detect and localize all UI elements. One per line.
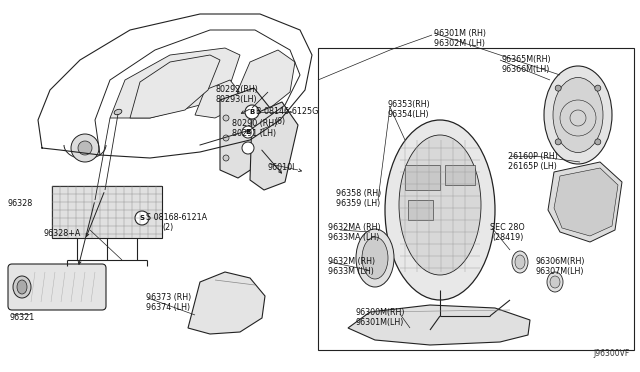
Text: 26160P (RH): 26160P (RH) [508, 152, 558, 161]
Ellipse shape [13, 276, 31, 298]
FancyBboxPatch shape [8, 264, 106, 310]
Polygon shape [554, 168, 618, 236]
Text: 96358 (RH): 96358 (RH) [336, 189, 381, 198]
Text: 96365M(RH): 96365M(RH) [502, 55, 552, 64]
Text: 96374 (LH): 96374 (LH) [146, 303, 190, 312]
Ellipse shape [512, 251, 528, 273]
Text: 9632M (RH): 9632M (RH) [328, 257, 375, 266]
Ellipse shape [356, 229, 394, 287]
Bar [52, 186, 162, 238]
Text: 80290 (RH): 80290 (RH) [232, 119, 277, 128]
Circle shape [135, 211, 149, 225]
Bar [405, 165, 440, 190]
Text: 96354(LH): 96354(LH) [388, 110, 429, 119]
Text: 9633M (LH): 9633M (LH) [328, 267, 374, 276]
Bar [318, 48, 634, 350]
Text: 96307M(LH): 96307M(LH) [536, 267, 584, 276]
Ellipse shape [550, 276, 560, 288]
Text: 9632MA (RH): 9632MA (RH) [328, 223, 381, 232]
Text: 96373 (RH): 96373 (RH) [146, 293, 191, 302]
Text: 96301M (RH): 96301M (RH) [434, 29, 486, 38]
Text: 96301M(LH): 96301M(LH) [356, 318, 404, 327]
Polygon shape [548, 162, 622, 242]
Polygon shape [220, 88, 270, 178]
Text: 96306M(RH): 96306M(RH) [536, 257, 586, 266]
Ellipse shape [385, 120, 495, 300]
Text: 9633MA (LH): 9633MA (LH) [328, 233, 380, 242]
Ellipse shape [17, 280, 27, 294]
Circle shape [245, 105, 259, 119]
Circle shape [556, 139, 561, 145]
Text: B: B [250, 109, 255, 115]
Circle shape [556, 85, 561, 91]
Ellipse shape [114, 109, 122, 115]
Text: 96328+A: 96328+A [44, 229, 81, 238]
Circle shape [223, 115, 229, 121]
Circle shape [71, 134, 99, 162]
Text: (6): (6) [274, 117, 285, 126]
Circle shape [223, 155, 229, 161]
Circle shape [242, 142, 254, 154]
Circle shape [595, 139, 601, 145]
Text: B: B [245, 129, 251, 135]
Text: 26165P (LH): 26165P (LH) [508, 162, 557, 171]
Text: 80291 (LH): 80291 (LH) [232, 129, 276, 138]
Ellipse shape [515, 255, 525, 269]
Text: S 08168-6121A: S 08168-6121A [146, 213, 207, 222]
Text: 80293(LH): 80293(LH) [216, 95, 258, 104]
Text: (2): (2) [162, 223, 173, 232]
Text: S: S [140, 215, 145, 221]
Polygon shape [250, 102, 298, 190]
Polygon shape [130, 55, 220, 118]
Text: 96359 (LH): 96359 (LH) [336, 199, 380, 208]
Text: 96353(RH): 96353(RH) [388, 100, 431, 109]
Ellipse shape [362, 237, 388, 279]
Ellipse shape [544, 66, 612, 164]
Text: 96302M (LH): 96302M (LH) [434, 39, 485, 48]
Ellipse shape [547, 272, 563, 292]
Circle shape [242, 136, 254, 148]
Polygon shape [110, 48, 240, 118]
Circle shape [595, 85, 601, 91]
Polygon shape [348, 305, 530, 345]
Text: 96010I: 96010I [268, 163, 296, 172]
Text: SEC 28O: SEC 28O [490, 223, 525, 232]
Circle shape [78, 141, 92, 155]
Bar [408, 200, 433, 220]
Ellipse shape [399, 135, 481, 275]
Ellipse shape [553, 77, 603, 153]
Text: 96300M(RH): 96300M(RH) [356, 308, 406, 317]
Polygon shape [238, 50, 295, 112]
Text: B 08146-6125G: B 08146-6125G [256, 107, 318, 116]
Circle shape [235, 129, 261, 155]
Text: 80292(RH): 80292(RH) [216, 85, 259, 94]
Text: 96321: 96321 [10, 313, 35, 322]
Polygon shape [188, 272, 265, 334]
Bar [445, 165, 475, 185]
Text: (28419): (28419) [492, 233, 524, 242]
Polygon shape [195, 80, 238, 118]
Text: 96366M(LH): 96366M(LH) [502, 65, 550, 74]
Circle shape [223, 135, 229, 141]
Text: J96300VF: J96300VF [594, 349, 630, 358]
Circle shape [242, 126, 254, 138]
Text: 96328: 96328 [8, 199, 33, 208]
